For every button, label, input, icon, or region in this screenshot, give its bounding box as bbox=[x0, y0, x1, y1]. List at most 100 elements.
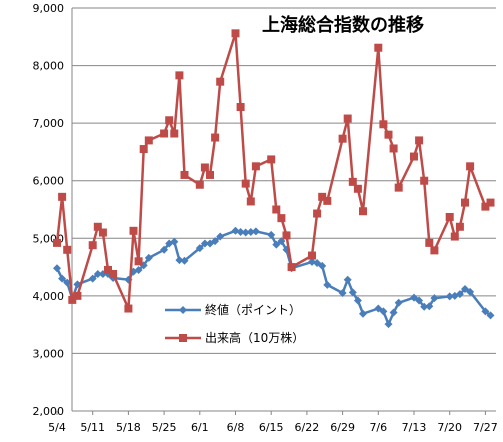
data-point-square bbox=[104, 265, 112, 274]
data-point-diamond bbox=[134, 265, 143, 274]
x-tick-label: 6/1 bbox=[191, 421, 209, 434]
data-point-square bbox=[211, 133, 220, 142]
data-point-square bbox=[139, 145, 148, 154]
data-point-square bbox=[165, 116, 174, 125]
series-layer bbox=[53, 29, 495, 329]
data-point-diamond bbox=[353, 296, 362, 305]
x-tick-label: 5/11 bbox=[80, 421, 105, 434]
y-tick-label: 4,000 bbox=[33, 290, 65, 303]
data-point-square bbox=[124, 304, 133, 313]
data-point-square bbox=[338, 134, 347, 143]
data-point-square bbox=[420, 176, 429, 185]
data-point-square bbox=[129, 226, 138, 235]
data-point-square bbox=[160, 129, 169, 138]
data-point-square bbox=[308, 251, 316, 260]
data-point-square bbox=[313, 209, 322, 218]
data-point-square bbox=[58, 192, 67, 201]
data-point-square bbox=[98, 228, 107, 237]
data-point-square bbox=[384, 130, 393, 139]
data-point-square bbox=[425, 238, 434, 247]
data-point-square bbox=[251, 162, 260, 171]
data-point-square bbox=[410, 152, 418, 161]
data-point-square bbox=[389, 144, 398, 153]
y-tick-label: 7,000 bbox=[33, 117, 65, 130]
data-point-square bbox=[73, 291, 82, 300]
data-point-square bbox=[216, 77, 225, 86]
data-point-square bbox=[359, 207, 367, 216]
data-point-square bbox=[88, 241, 97, 250]
data-point-square bbox=[466, 162, 475, 171]
data-point-diamond bbox=[216, 232, 225, 241]
y-tick-label: 8,000 bbox=[33, 60, 65, 73]
y-tick-label: 2,000 bbox=[33, 405, 65, 418]
data-point-square bbox=[430, 246, 439, 255]
data-point-diamond bbox=[58, 274, 67, 283]
data-point-diamond bbox=[318, 261, 327, 270]
data-point-diamond bbox=[144, 253, 153, 262]
data-point-diamond bbox=[170, 237, 179, 246]
legend-label: 終値（ポイント） bbox=[205, 302, 301, 317]
data-point-square bbox=[486, 198, 495, 207]
y-tick-label: 3,000 bbox=[33, 347, 65, 360]
x-tick-label: 7/6 bbox=[369, 421, 387, 434]
data-point-square bbox=[455, 222, 464, 231]
x-tick-label: 6/8 bbox=[227, 421, 245, 434]
data-point-diamond bbox=[93, 269, 102, 278]
data-point-diamond bbox=[379, 307, 388, 316]
legend: 終値（ポイント） 出来高（10万株） bbox=[165, 302, 304, 345]
data-point-square bbox=[348, 177, 357, 186]
data-point-diamond bbox=[420, 302, 429, 311]
data-point-square bbox=[343, 114, 352, 123]
data-point-diamond bbox=[481, 307, 490, 316]
data-point-diamond bbox=[211, 237, 220, 246]
data-point-square bbox=[415, 136, 424, 145]
data-point-diamond bbox=[389, 308, 398, 317]
data-point-square bbox=[277, 214, 286, 223]
data-point-square bbox=[353, 184, 362, 193]
data-point-square bbox=[170, 129, 179, 138]
series-volume bbox=[53, 29, 495, 313]
data-point-diamond bbox=[180, 256, 189, 265]
legend-label: 出来高（10万株） bbox=[205, 330, 304, 345]
data-point-square bbox=[374, 43, 383, 52]
data-point-diamond bbox=[343, 275, 352, 284]
y-tick-label: 9,000 bbox=[33, 2, 65, 15]
x-tick-label: 5/25 bbox=[152, 421, 177, 434]
data-point-square bbox=[93, 222, 102, 231]
data-point-diamond bbox=[195, 244, 204, 253]
data-point-square bbox=[318, 192, 327, 201]
data-point-square bbox=[461, 198, 469, 207]
data-point-diamond bbox=[359, 309, 367, 318]
data-point-diamond bbox=[445, 292, 454, 301]
data-point-diamond bbox=[267, 230, 276, 239]
data-point-square bbox=[68, 295, 77, 304]
data-point-diamond bbox=[348, 288, 357, 297]
data-point-diamond bbox=[430, 294, 439, 303]
data-point-square bbox=[323, 196, 332, 205]
legend-marker-diamond bbox=[179, 306, 187, 314]
data-point-square bbox=[231, 29, 240, 38]
data-point-diamond bbox=[384, 320, 393, 329]
data-point-square bbox=[134, 257, 143, 266]
data-point-square bbox=[287, 263, 296, 272]
x-tick-label: 6/29 bbox=[330, 421, 355, 434]
data-point-diamond bbox=[338, 288, 347, 297]
data-point-square bbox=[200, 163, 209, 172]
data-point-diamond bbox=[272, 240, 281, 249]
data-point-diamond bbox=[455, 290, 464, 299]
data-point-square bbox=[236, 103, 245, 112]
chart-title: 上海総合指数の推移 bbox=[262, 14, 424, 36]
data-point-diamond bbox=[323, 280, 332, 289]
data-point-square bbox=[144, 136, 153, 145]
data-point-diamond bbox=[425, 302, 434, 311]
legend-item: 終値（ポイント） bbox=[165, 302, 301, 317]
data-point-square bbox=[246, 197, 255, 206]
data-point-diamond bbox=[88, 274, 97, 283]
data-point-square bbox=[481, 202, 490, 211]
y-tick-label: 6,000 bbox=[33, 175, 65, 188]
data-point-diamond bbox=[415, 296, 424, 305]
data-point-diamond bbox=[251, 227, 260, 236]
x-tick-label: 5/18 bbox=[116, 421, 141, 434]
